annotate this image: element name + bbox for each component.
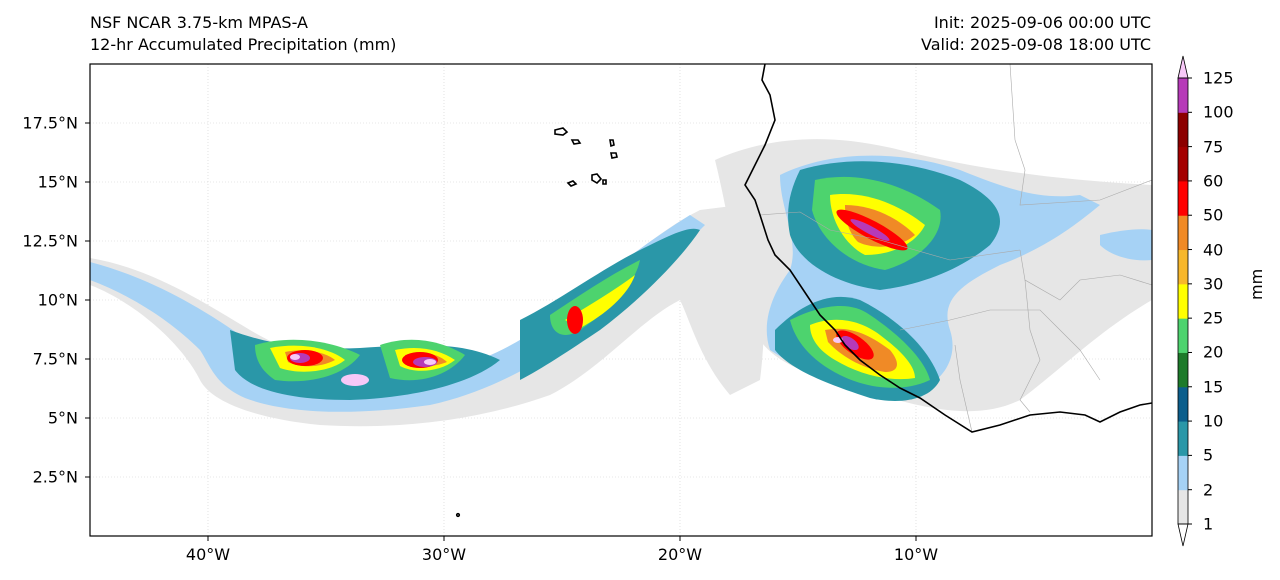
colorbar-tick-label: 25 <box>1203 308 1224 328</box>
lon-tick-label: 10°W <box>893 545 939 564</box>
colorbar-tick-label: 40 <box>1203 240 1224 260</box>
colorbar-segment <box>1178 455 1188 491</box>
model-title: NSF NCAR 3.75-km MPAS-A <box>90 13 308 32</box>
lat-tick-label: 10°N <box>37 290 78 310</box>
colorbar-tick-label: 15 <box>1203 377 1224 397</box>
colorbar-segment <box>1178 146 1188 182</box>
colorbar-segment <box>1178 489 1188 525</box>
colorbar-tick-label: 20 <box>1203 342 1224 362</box>
colorbar-segment <box>1178 215 1188 251</box>
coastline <box>455 64 1152 518</box>
colorbar-tick-label: 5 <box>1203 445 1214 465</box>
title-right: Init: 2025-09-06 00:00 UTC Valid: 2025-0… <box>921 12 1151 56</box>
colorbar-frame <box>1177 77 1189 525</box>
axis-ticks <box>85 122 917 541</box>
colorbar-tick-label: 100 <box>1203 102 1234 122</box>
lat-tick-label: 12.5°N <box>22 231 78 251</box>
colorbar-tick-label: 30 <box>1203 274 1224 294</box>
lat-tick-label: 17.5°N <box>22 113 78 133</box>
lat-tick-label: 2.5°N <box>32 467 78 487</box>
colorbar-extend-min <box>1177 523 1189 547</box>
colorbar-segment <box>1178 352 1188 388</box>
colorbar-segment <box>1178 180 1188 216</box>
colorbar-tick-label: 10 <box>1203 411 1224 431</box>
colorbar-tick-label: 125 <box>1203 68 1234 88</box>
country-borders <box>759 64 1152 433</box>
colorbar-tick-label: 1 <box>1203 514 1214 534</box>
colorbar-tick-label: 60 <box>1203 171 1224 191</box>
valid-time: Valid: 2025-09-08 18:00 UTC <box>920 35 1151 54</box>
colorbar-tick-label: 50 <box>1203 205 1224 225</box>
lon-tick-label: 30°W <box>421 545 467 564</box>
colorbar-segment <box>1178 78 1188 113</box>
colorbar-segment <box>1178 283 1188 319</box>
colorbar-segment <box>1178 249 1188 285</box>
colorbar-segment <box>1178 318 1188 353</box>
colorbar-tick-label: 2 <box>1203 480 1214 500</box>
colorbar-extend-max <box>1177 55 1189 79</box>
colorbar-segment <box>1178 386 1188 422</box>
title-left: NSF NCAR 3.75-km MPAS-A 12-hr Accumulate… <box>90 12 396 56</box>
lat-tick-label: 15°N <box>37 172 78 192</box>
colorbar-segment <box>1178 112 1188 148</box>
lon-tick-label: 20°W <box>657 545 703 564</box>
lon-tick-label: 40°W <box>185 545 231 564</box>
lat-tick-label: 5°N <box>47 408 78 428</box>
colorbar-label: mm <box>1247 268 1266 300</box>
colorbar-segment <box>1178 421 1188 456</box>
init-time: Init: 2025-09-06 00:00 UTC <box>933 13 1151 32</box>
lat-tick-label: 7.5°N <box>32 349 78 369</box>
colorbar-tick-label: 75 <box>1203 137 1224 157</box>
field-title: 12-hr Accumulated Precipitation (mm) <box>90 35 397 54</box>
colorbar <box>1177 55 1192 547</box>
precip-field <box>90 64 1152 518</box>
